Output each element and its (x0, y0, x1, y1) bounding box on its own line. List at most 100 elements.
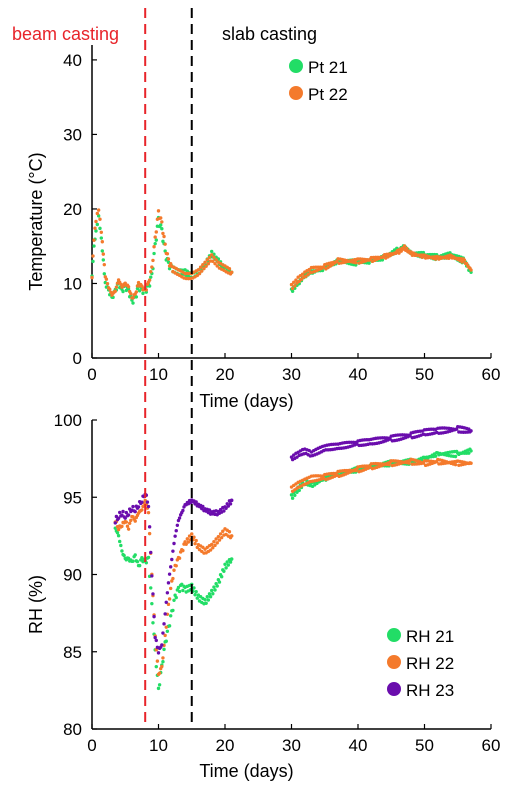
data-point (121, 509, 125, 514)
data-point (131, 296, 135, 300)
data-point (433, 454, 438, 458)
data-point (453, 454, 458, 459)
y-tick-label: 30 (63, 125, 82, 144)
data-point (217, 580, 222, 584)
data-point (293, 493, 297, 498)
data-point (433, 257, 438, 261)
data-point (99, 230, 104, 235)
data-point (222, 509, 226, 513)
casting-lines (144, 8, 193, 728)
data-point (147, 531, 152, 536)
data-point (126, 513, 131, 517)
data-point (118, 510, 122, 515)
data-point (96, 208, 101, 212)
data-point (380, 258, 385, 262)
data-point (218, 507, 223, 512)
legend-marker (289, 59, 303, 73)
data-point (161, 631, 165, 635)
data-point (212, 539, 216, 544)
legend-marker (387, 655, 401, 669)
data-point (131, 504, 135, 509)
data-point (160, 227, 164, 231)
x-tick-label: 10 (149, 736, 168, 755)
temperature-panel: 0 10 20 30 40 50 60 0 10 20 30 40 Time (days) Tempera… (26, 45, 500, 411)
data-point (93, 226, 97, 230)
data-point (108, 287, 112, 292)
y-tick-label: 100 (54, 411, 82, 430)
data-point (186, 540, 191, 544)
data-point (95, 211, 100, 216)
data-point (164, 639, 168, 643)
data-point (152, 251, 156, 256)
data-point (157, 683, 162, 687)
data-point (151, 621, 155, 625)
data-point (181, 588, 185, 593)
y-tick-label: 40 (63, 51, 82, 70)
data-point (293, 284, 297, 288)
data-point (101, 258, 106, 262)
legend-label: RH 23 (406, 681, 454, 700)
data-point (397, 251, 401, 255)
data-point (160, 664, 164, 669)
data-point (114, 285, 119, 289)
data-point (91, 259, 95, 264)
data-point (151, 592, 155, 596)
x-axis-label: Time (days) (199, 761, 293, 781)
data-point (113, 521, 117, 525)
data-point (306, 272, 310, 277)
data-point (211, 592, 215, 596)
data-point (90, 275, 94, 280)
data-point (150, 265, 154, 269)
data-point (123, 516, 127, 520)
x-tick-label: 0 (87, 736, 96, 755)
data-point (141, 504, 145, 509)
data-point (126, 527, 131, 531)
data-point (163, 612, 167, 616)
data-point (217, 538, 222, 542)
data-point (194, 500, 198, 504)
data-point (164, 625, 168, 629)
data-point (192, 586, 196, 590)
data-point (140, 500, 144, 504)
data-point (229, 270, 234, 275)
data-point (200, 269, 204, 273)
legend-label: Pt 22 (308, 85, 348, 104)
data-point (168, 586, 173, 591)
data-point (213, 261, 217, 266)
data-point (190, 532, 194, 536)
y-tick-label: 20 (63, 200, 82, 219)
data-point (289, 455, 294, 459)
data-point (116, 516, 121, 520)
x-tick-label: 20 (216, 365, 235, 384)
data-point (292, 280, 296, 284)
data-point (407, 461, 411, 465)
y-tick-label: 80 (63, 720, 82, 739)
data-point (212, 255, 216, 259)
data-point (225, 560, 229, 564)
data-point (137, 563, 142, 568)
data-point (176, 585, 181, 590)
data-point (213, 588, 217, 592)
data-point (172, 541, 176, 546)
x-tick-label: 60 (482, 736, 501, 755)
data-point (185, 537, 190, 541)
data-point (208, 548, 213, 552)
data-point (131, 301, 135, 305)
data-point (205, 258, 209, 262)
data-point (163, 242, 167, 246)
data-point (171, 608, 175, 613)
data-point (469, 461, 473, 465)
data-point (206, 598, 211, 602)
data-point (166, 257, 171, 261)
data-point (119, 543, 123, 548)
data-point (147, 278, 152, 282)
data-point (156, 209, 161, 213)
data-point (229, 557, 234, 561)
data-point (152, 245, 156, 249)
data-point (161, 656, 165, 660)
data-point (118, 539, 122, 544)
data-point (149, 550, 153, 555)
data-point (193, 593, 197, 597)
data-point (113, 289, 117, 293)
data-point (149, 270, 153, 274)
